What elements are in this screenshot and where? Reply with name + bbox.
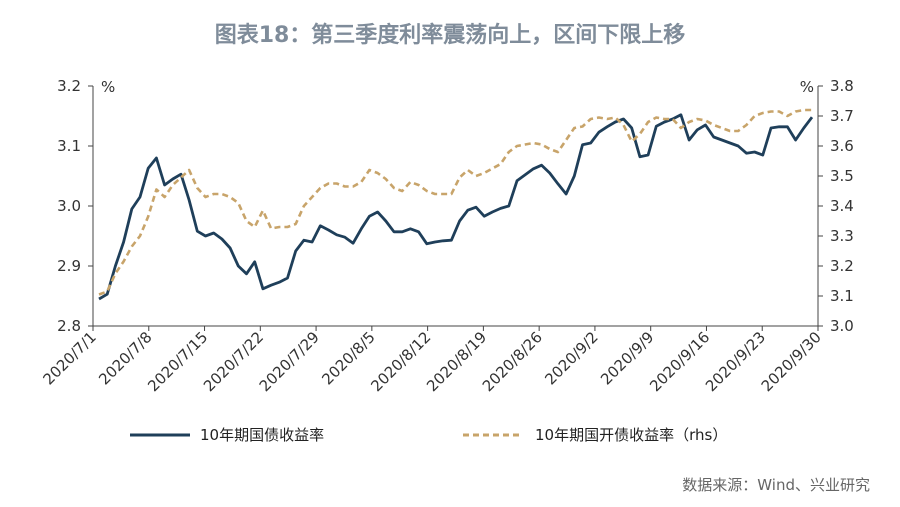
left-tick-label: 3.1 xyxy=(57,137,81,155)
left-tick-label: 3.2 xyxy=(57,77,81,95)
x-tick-label: 2020/7/29 xyxy=(256,328,323,395)
legend: 10年期国债收益率 10年期国开债收益率（rhs） xyxy=(130,426,727,444)
left-tick-label: 2.8 xyxy=(57,317,81,335)
x-tick-label: 2020/8/26 xyxy=(479,328,546,395)
series-line-1 xyxy=(98,113,814,301)
x-tick-label: 2020/7/1 xyxy=(39,328,99,388)
legend-label-2: 10年期国开债收益率（rhs） xyxy=(535,426,727,444)
right-tick-label: 3.8 xyxy=(830,77,854,95)
axes-layer: 3.2 3.1 3.0 2.9 2.8% 3.8 3.7 3.6 3.5 3.4 3.3 3.2 3.1… xyxy=(39,77,853,395)
right-tick-label: 3.3 xyxy=(830,227,854,245)
right-tick-label: 3.7 xyxy=(830,107,854,125)
left-tick-label: 3.0 xyxy=(57,197,81,215)
right-tick-label: 3.1 xyxy=(830,287,854,305)
source-note: 数据来源：Wind、兴业研究 xyxy=(682,476,870,494)
right-tick-label: 3.0 xyxy=(830,317,854,335)
left-axis-unit: % xyxy=(101,78,115,96)
legend-label-1: 10年期国债收益率 xyxy=(200,426,324,444)
left-tick-label: 2.9 xyxy=(57,257,81,275)
right-tick-label: 3.5 xyxy=(830,167,854,185)
x-tick-label: 2020/9/30 xyxy=(758,328,825,395)
right-tick-label: 3.6 xyxy=(830,137,854,155)
chart-title: 图表18：第三季度利率震荡向上，区间下限上移 xyxy=(215,22,686,48)
x-tick-label: 2020/9/2 xyxy=(541,328,601,388)
series-layer xyxy=(98,108,814,301)
series-line-2 xyxy=(98,108,812,296)
right-tick-label: 3.2 xyxy=(830,257,854,275)
right-axis-unit: % xyxy=(800,78,814,96)
right-tick-label: 3.4 xyxy=(830,197,854,215)
